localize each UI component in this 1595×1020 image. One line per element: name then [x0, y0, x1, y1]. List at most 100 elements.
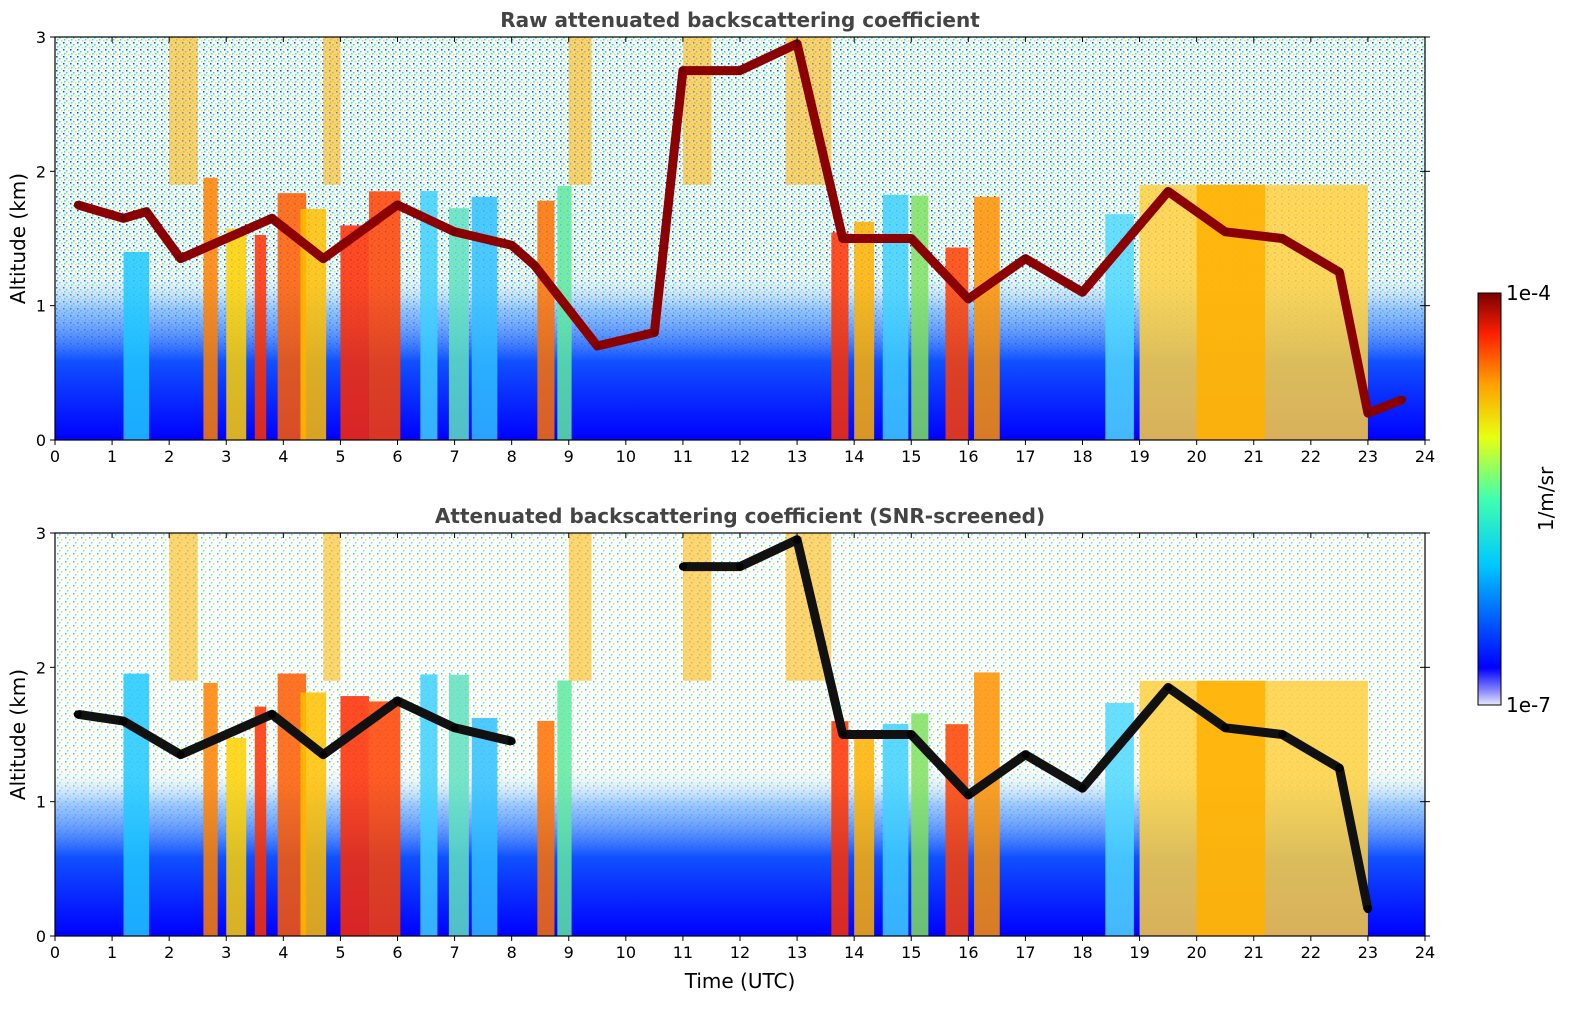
x-tick-label: 12 [730, 943, 750, 962]
precip-streak [854, 221, 875, 440]
colorbar-gradient [1477, 292, 1502, 706]
colorbar-label: 1/m/sr [1534, 466, 1558, 531]
cloud-base-point [530, 261, 539, 270]
precip-streak [123, 673, 150, 936]
cloud-base-point [1335, 764, 1344, 773]
x-tick-label: 18 [1072, 447, 1092, 466]
x-tick-label: 17 [1015, 943, 1035, 962]
precip-streak [882, 723, 909, 936]
cloud-fallstreak [323, 37, 341, 185]
x-tick-label: 23 [1358, 447, 1378, 466]
cloud-base-point [1278, 730, 1287, 739]
x-tick-label: 24 [1415, 943, 1435, 962]
cloud-base-point [73, 710, 82, 719]
x-tick-label: 6 [392, 447, 402, 466]
precip-streak [974, 672, 1000, 936]
cloud-fallstreak [568, 37, 592, 185]
x-tick-label: 18 [1072, 943, 1092, 962]
precip-streak [974, 196, 1000, 440]
y-tick-label: 3 [36, 524, 46, 543]
x-tick-label: 6 [392, 943, 402, 962]
cloud-base-point [1164, 187, 1173, 196]
x-tick-label: 17 [1015, 447, 1035, 466]
x-tick-label: 24 [1415, 447, 1435, 466]
precip-streak [368, 191, 401, 440]
precip-streak [1196, 184, 1266, 440]
cloud-base-point [319, 750, 328, 759]
x-tick-label: 10 [616, 447, 636, 466]
cloud-base-point [736, 66, 744, 75]
cloud-fallstreak [682, 37, 712, 185]
precip-streak [537, 720, 555, 936]
x-tick-label: 7 [449, 447, 459, 466]
precip-streak [537, 200, 555, 440]
cloud-base-point [142, 207, 151, 216]
precip-streak [226, 738, 247, 936]
x-tick-label: 21 [1244, 447, 1264, 466]
x-axis-label: Time (UTC) [684, 969, 796, 993]
x-tick-label: 1 [107, 447, 117, 466]
precip-streak [557, 680, 572, 936]
y-tick-label: 3 [36, 28, 46, 47]
x-tick-label: 11 [673, 943, 693, 962]
heatmap-area [55, 533, 1425, 936]
x-tick-label: 4 [278, 447, 288, 466]
precip-streak [831, 721, 849, 936]
precip-streak [226, 228, 247, 440]
x-tick-label: 5 [335, 943, 345, 962]
precip-streak [1196, 680, 1266, 936]
cloud-base-point [507, 737, 516, 746]
colorbar-max-label: 1e-4 [1506, 281, 1551, 305]
cloud-base-point [1021, 254, 1030, 263]
cloud-base-point [73, 200, 82, 209]
cloud-base-point [319, 254, 328, 263]
cloud-base-point [907, 234, 916, 243]
cloud-base-point [1078, 784, 1087, 793]
precip-streak [340, 225, 369, 440]
x-tick-label: 23 [1358, 943, 1378, 962]
x-tick-label: 11 [673, 447, 693, 466]
x-tick-label: 14 [844, 943, 864, 962]
cloud-base-point [736, 562, 744, 571]
x-tick-label: 22 [1301, 943, 1321, 962]
x-tick-label: 19 [1129, 447, 1149, 466]
cloud-base-point [267, 710, 276, 719]
cloud-base-point [1221, 227, 1230, 236]
x-tick-label: 0 [50, 943, 60, 962]
cloud-base-point [838, 730, 847, 739]
cloud-fallstreak [323, 533, 341, 681]
cloud-base-point [450, 723, 459, 732]
precip-streak [203, 682, 218, 936]
cloud-base-point [838, 234, 847, 243]
cloud-base-point [1021, 750, 1030, 759]
precip-streak [420, 674, 438, 936]
x-tick-label: 14 [844, 447, 864, 466]
cloud-base-point [964, 790, 973, 799]
cloud-base-point [507, 241, 516, 250]
x-tick-label: 9 [564, 447, 574, 466]
x-tick-label: 5 [335, 447, 345, 466]
cloud-base-point [793, 39, 802, 48]
y-tick-label: 2 [36, 658, 46, 677]
y-tick-label: 1 [36, 297, 46, 316]
y-axis-label: Altitude (km) [6, 173, 30, 304]
x-tick-label: 21 [1244, 943, 1264, 962]
precip-streak [557, 186, 572, 440]
cloud-base-point [593, 341, 602, 350]
y-axis-label: Altitude (km) [6, 669, 30, 800]
cloud-base-point [1398, 395, 1407, 404]
y-tick-label: 0 [36, 431, 46, 450]
cloud-base-point [119, 717, 128, 726]
cloud-base-point [176, 254, 185, 263]
precip-streak [448, 208, 469, 440]
precip-streak [831, 232, 849, 440]
precip-streak [945, 724, 969, 936]
x-tick-label: 8 [507, 447, 517, 466]
panel-title: Attenuated backscattering coefficient (S… [435, 504, 1045, 528]
y-tick-label: 0 [36, 927, 46, 946]
x-tick-label: 1 [107, 943, 117, 962]
heatmap-area [55, 37, 1425, 440]
x-tick-label: 15 [901, 447, 921, 466]
precip-streak [420, 191, 438, 440]
